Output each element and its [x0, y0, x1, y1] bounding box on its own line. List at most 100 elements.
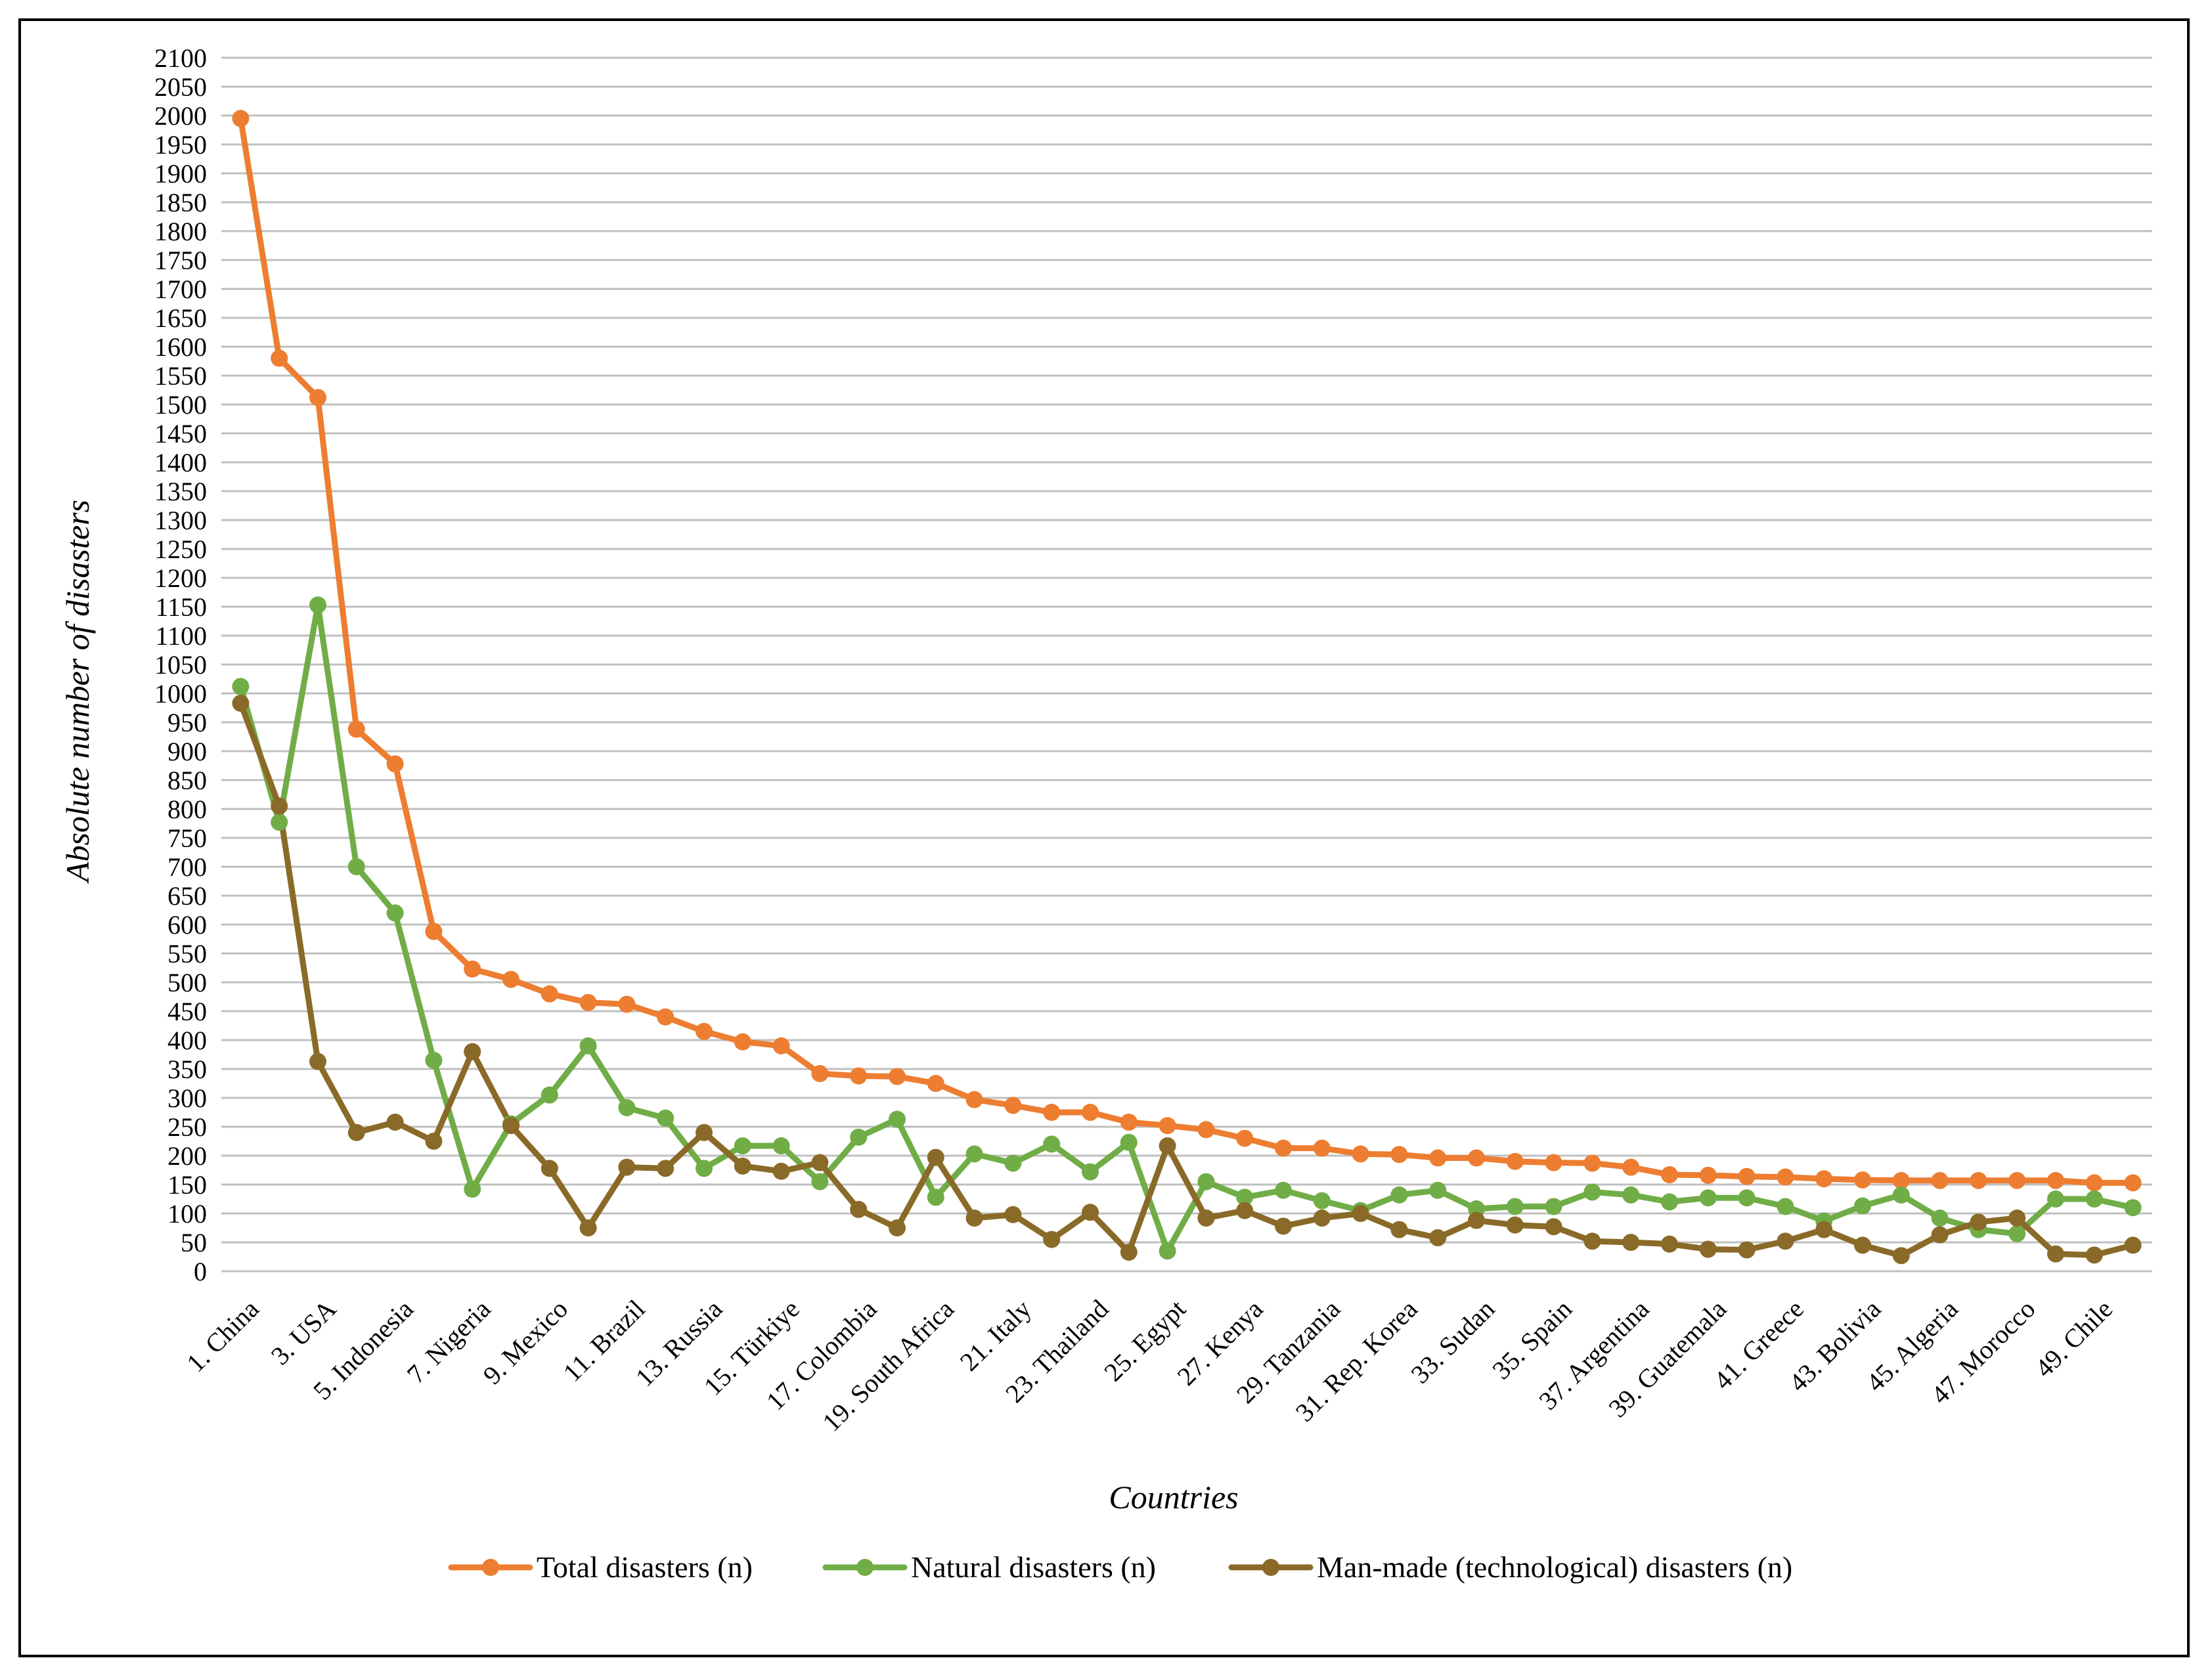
y-tick-label: 600 — [167, 910, 207, 940]
series-2-point — [2085, 1190, 2103, 1208]
y-tick-label: 1350 — [154, 477, 207, 506]
series-1-point — [1236, 1129, 1254, 1147]
y-tick-label: 1950 — [154, 130, 207, 160]
series-3-point — [965, 1210, 983, 1227]
series-1-point — [309, 389, 326, 406]
series-1-point — [1352, 1145, 1369, 1163]
series-1-point — [1429, 1149, 1447, 1167]
series-3-point — [1506, 1216, 1524, 1234]
series-1-point — [1583, 1154, 1601, 1172]
series-2-point — [1082, 1163, 1099, 1181]
series-1-point — [1043, 1104, 1061, 1121]
y-tick-label: 1650 — [154, 303, 207, 333]
series-1-point — [1159, 1117, 1176, 1135]
series-3-point — [1892, 1247, 1910, 1265]
series-3-point — [1777, 1232, 1794, 1250]
series-1-point — [425, 923, 443, 940]
y-tick-label: 1300 — [154, 506, 207, 535]
series-3-point — [579, 1219, 597, 1236]
series-3-point — [1082, 1204, 1099, 1221]
y-tick-label: 1550 — [154, 361, 207, 391]
x-tick-label: 3. USA — [265, 1294, 342, 1370]
series-1-point — [1506, 1152, 1524, 1170]
series-3-point — [1854, 1236, 1871, 1254]
series-1-point — [541, 985, 558, 1003]
x-tick-label: 19. South Africa — [816, 1294, 960, 1437]
series-1-point — [1661, 1166, 1678, 1184]
series-3-point — [1275, 1217, 1292, 1235]
series-2-point — [1699, 1189, 1717, 1207]
series-1-point — [850, 1067, 868, 1085]
series-1-point — [1390, 1146, 1408, 1164]
series-1-point — [1777, 1168, 1794, 1186]
series-2-point — [464, 1181, 481, 1198]
series-2-point — [1931, 1210, 1949, 1227]
series-2-point — [579, 1037, 597, 1055]
series-3-point — [2008, 1210, 2026, 1227]
series-2-point — [889, 1110, 906, 1128]
series-3-point — [927, 1148, 944, 1166]
legend-marker-3 — [1262, 1559, 1279, 1576]
y-tick-label: 1050 — [154, 650, 207, 680]
y-tick-label: 1200 — [154, 563, 207, 593]
series-1-point — [618, 995, 636, 1013]
series-line-1 — [237, 115, 2136, 1186]
series-1-point — [1738, 1167, 1756, 1185]
y-tick-label: 1100 — [155, 621, 207, 651]
series-1-point — [927, 1075, 944, 1092]
series-2-point — [1583, 1183, 1601, 1201]
y-axis-title: Absolute number of disasters — [59, 500, 96, 884]
line-chart: 0501001502002503003504004505005506006507… — [59, 43, 2152, 1584]
y-tick-label: 850 — [167, 766, 207, 795]
series-3-point — [850, 1200, 868, 1218]
series-2-point — [1197, 1173, 1215, 1190]
series-3-point — [232, 694, 250, 712]
series-2-point — [657, 1109, 675, 1127]
legend-label-2: Natural disasters (n) — [911, 1550, 1156, 1584]
y-tick-label: 500 — [167, 968, 207, 997]
series-line-2 — [237, 601, 2136, 1254]
series-3-point — [271, 797, 288, 815]
series-2-point — [425, 1051, 443, 1069]
series-2-point — [2008, 1225, 2026, 1242]
series-3-point — [347, 1123, 365, 1141]
series-1-point — [734, 1033, 751, 1051]
y-tick-label: 250 — [167, 1112, 207, 1142]
series-3-point — [1931, 1226, 1949, 1244]
y-tick-label: 1750 — [154, 246, 207, 275]
series-3-point — [386, 1113, 404, 1131]
series-1-point — [579, 993, 597, 1011]
series-3-point — [1699, 1240, 1717, 1258]
y-tick-label: 2000 — [154, 101, 207, 131]
series-1-point — [2047, 1171, 2064, 1189]
series-3-point — [1661, 1235, 1678, 1253]
legend-label-3: Man-made (technological) disasters (n) — [1317, 1550, 1792, 1584]
series-3-point — [772, 1162, 790, 1180]
series-2-point — [772, 1137, 790, 1155]
y-tick-label: 750 — [167, 823, 207, 853]
series-1-point — [772, 1037, 790, 1055]
y-tick-label: 1450 — [154, 419, 207, 448]
series-3-point — [1352, 1205, 1369, 1222]
series-2-point — [850, 1128, 868, 1146]
series-3-point — [696, 1123, 713, 1141]
series-2-point — [2124, 1199, 2142, 1217]
y-tick-label: 1500 — [154, 390, 207, 420]
series-3-point — [1468, 1211, 1485, 1229]
y-tick-label: 1800 — [154, 217, 207, 246]
series-1-point — [271, 349, 288, 367]
y-tick-label: 1900 — [154, 159, 207, 188]
y-tick-label: 2100 — [154, 43, 207, 73]
x-tick-label: 33. Sudan — [1405, 1294, 1500, 1389]
x-axis-title: Countries — [1109, 1479, 1238, 1515]
series-3-point — [618, 1158, 636, 1176]
series-1-point — [386, 755, 404, 773]
series-1-point — [1468, 1149, 1485, 1167]
series-2-point — [1429, 1181, 1447, 1199]
y-tick-label: 150 — [167, 1170, 207, 1200]
legend-label-1: Total disasters (n) — [537, 1550, 753, 1584]
y-tick-label: 200 — [167, 1141, 207, 1171]
series-2-point — [1275, 1181, 1292, 1199]
series-3-point — [657, 1160, 675, 1177]
